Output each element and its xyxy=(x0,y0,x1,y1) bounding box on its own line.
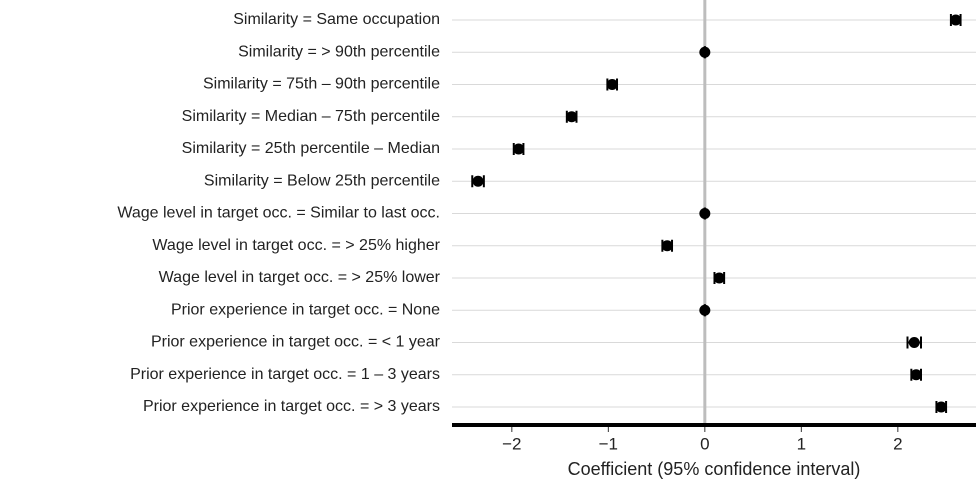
point xyxy=(513,143,525,155)
point xyxy=(606,79,618,90)
y-tick-label: Prior experience in target occ. = None xyxy=(171,301,440,318)
point xyxy=(950,14,962,26)
y-tick-label: Wage level in target occ. = > 25% lower xyxy=(159,269,441,286)
x-tick-label: 1 xyxy=(797,434,806,453)
point xyxy=(699,304,711,316)
y-tick-label: Prior experience in target occ. = 1 – 3 … xyxy=(130,366,440,383)
y-tick-label: Similarity = Same occupation xyxy=(233,11,440,28)
point xyxy=(699,46,711,58)
x-tick-label: 2 xyxy=(893,434,902,453)
x-tick-label: −1 xyxy=(599,434,618,453)
x-tick-label: −2 xyxy=(502,434,521,453)
point xyxy=(908,337,920,348)
y-tick-label: Prior experience in target occ. = > 3 ye… xyxy=(143,398,440,415)
y-tick-label: Similarity = 25th percentile – Median xyxy=(182,140,440,157)
y-tick-label: Similarity = 75th – 90th percentile xyxy=(203,76,440,93)
y-tick-label: Similarity = Below 25th percentile xyxy=(204,172,440,189)
point xyxy=(472,175,484,187)
point xyxy=(910,369,922,381)
y-tick-label: Prior experience in target occ. = < 1 ye… xyxy=(151,334,441,351)
point xyxy=(566,111,578,123)
y-tick-label: Wage level in target occ. = Similar to l… xyxy=(117,205,440,222)
point xyxy=(661,240,673,252)
y-tick-label: Similarity = > 90th percentile xyxy=(238,43,440,60)
y-tick-label: Similarity = Median – 75th percentile xyxy=(182,108,440,125)
point xyxy=(713,272,725,284)
x-tick-label: 0 xyxy=(700,434,709,453)
point xyxy=(699,208,711,219)
x-axis-label: Coefficient (95% confidence interval) xyxy=(568,459,861,479)
y-tick-label: Wage level in target occ. = > 25% higher xyxy=(152,237,440,254)
point xyxy=(935,401,947,413)
